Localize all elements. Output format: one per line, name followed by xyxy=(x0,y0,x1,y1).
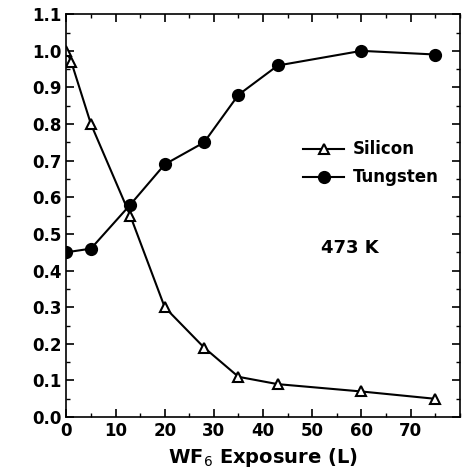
Line: Silicon: Silicon xyxy=(62,46,440,404)
Tungsten xyxy=(64,249,69,255)
Legend: Silicon, Tungsten: Silicon, Tungsten xyxy=(298,136,444,191)
Silicon xyxy=(162,304,167,310)
Tungsten xyxy=(275,63,281,68)
Silicon xyxy=(236,374,241,380)
Tungsten xyxy=(358,48,364,54)
X-axis label: WF$_6$ Exposure (L): WF$_6$ Exposure (L) xyxy=(168,446,358,468)
Tungsten xyxy=(128,202,133,208)
Silicon xyxy=(201,345,207,350)
Tungsten xyxy=(236,92,241,98)
Silicon xyxy=(128,213,133,219)
Silicon xyxy=(275,381,281,387)
Silicon xyxy=(432,396,438,401)
Silicon xyxy=(64,48,69,54)
Silicon xyxy=(68,59,74,64)
Tungsten xyxy=(201,139,207,145)
Tungsten xyxy=(432,52,438,57)
Tungsten xyxy=(162,162,167,167)
Text: 473 K: 473 K xyxy=(321,239,378,257)
Silicon xyxy=(358,389,364,394)
Line: Tungsten: Tungsten xyxy=(61,46,441,258)
Silicon xyxy=(88,121,94,127)
Tungsten xyxy=(88,246,94,252)
